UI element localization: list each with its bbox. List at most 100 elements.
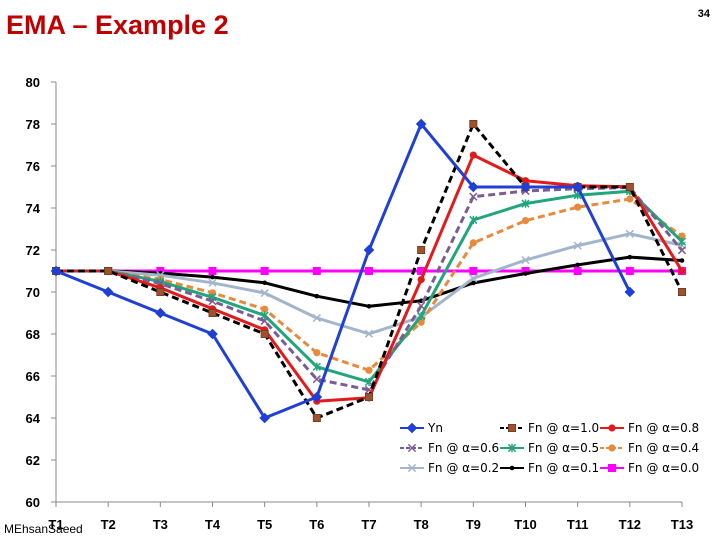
data-point (312, 413, 321, 422)
x-tick-label: T5 (257, 517, 272, 532)
y-tick-label: 64 (26, 411, 41, 426)
legend-label: Fn @ α=0.2 (428, 461, 499, 475)
legend-label: Yn (427, 421, 443, 435)
y-tick-label: 68 (26, 327, 40, 342)
legend-marker (608, 463, 617, 472)
legend-marker (608, 444, 616, 452)
legend-label: Fn @ α=0.1 (528, 461, 599, 475)
legend-marker (407, 443, 417, 453)
x-tick-label: T7 (361, 517, 376, 532)
data-point (417, 276, 425, 284)
data-point (417, 245, 426, 254)
data-point (155, 307, 166, 319)
data-point (471, 280, 476, 286)
series-line (56, 189, 684, 384)
legend-label: Fn @ α=0.5 (528, 441, 599, 455)
data-point (208, 278, 217, 287)
page-number: 34 (697, 8, 710, 20)
legend-marker (406, 422, 418, 434)
x-tick-label: T3 (153, 517, 168, 532)
legend-marker (608, 424, 616, 432)
data-point (574, 203, 582, 211)
data-point (677, 237, 687, 246)
data-point (363, 244, 375, 256)
data-point (575, 262, 580, 268)
data-point (311, 391, 323, 403)
data-point (207, 328, 218, 340)
data-point (678, 267, 686, 275)
data-point (364, 329, 374, 338)
legend-item: Fn @ α=0.1 (500, 461, 599, 475)
data-point (677, 246, 687, 255)
data-point (312, 313, 321, 323)
data-point (210, 274, 215, 280)
data-point (523, 271, 528, 276)
y-tick-label: 74 (26, 201, 41, 216)
series-0 (50, 118, 636, 424)
data-point (625, 266, 634, 275)
data-point (521, 255, 530, 265)
legend-marker (509, 465, 515, 471)
x-tick-label: T9 (466, 517, 481, 532)
data-point (366, 303, 372, 309)
data-point (364, 266, 373, 275)
data-point (50, 265, 62, 277)
y-tick-label: 72 (26, 243, 40, 258)
data-point (469, 266, 478, 275)
data-point (260, 329, 269, 338)
data-point (469, 215, 478, 225)
y-tick-label: 78 (26, 117, 40, 132)
data-point (625, 229, 634, 238)
legend-marker (507, 443, 517, 453)
legend-marker (407, 463, 417, 473)
y-tick-label: 66 (26, 369, 40, 384)
legend-item: Yn (400, 421, 443, 435)
data-point (102, 286, 114, 298)
data-point (521, 217, 530, 225)
data-point (260, 266, 269, 275)
data-point (260, 288, 269, 298)
data-point (573, 241, 582, 250)
data-point (156, 287, 165, 296)
legend-item: Fn @ α=0.5 (500, 441, 599, 455)
legend-item: Fn @ α=0.0 (600, 461, 699, 475)
data-point (469, 192, 478, 201)
legend-label: Fn @ α=0.8 (628, 421, 699, 435)
data-point (469, 239, 477, 247)
y-tick-label: 76 (26, 159, 40, 174)
x-tick-label: T8 (414, 517, 429, 532)
data-point (262, 280, 267, 286)
chart-series (50, 118, 687, 424)
data-point (312, 362, 321, 371)
data-point (364, 392, 373, 401)
data-point (573, 266, 582, 275)
legend-label: Fn @ α=0.4 (628, 441, 699, 455)
x-tick-label: T6 (309, 517, 324, 532)
data-point (208, 308, 217, 317)
data-point (208, 266, 217, 275)
legend-item: Fn @ α=1.0 (500, 421, 599, 435)
y-tick-label: 80 (26, 75, 40, 90)
data-point (678, 287, 687, 296)
data-point (520, 181, 531, 193)
x-tick-label: T13 (671, 517, 693, 532)
data-point (624, 286, 636, 298)
data-point (469, 151, 477, 159)
x-tick-label: T4 (205, 517, 221, 532)
legend-label: Fn @ α=0.0 (628, 461, 699, 475)
legend-item: Fn @ α=0.6 (400, 441, 499, 455)
x-tick-label: T11 (567, 517, 589, 532)
data-point (521, 177, 530, 185)
data-point (625, 182, 634, 191)
data-point (469, 120, 478, 129)
legend-label: Fn @ α=1.0 (528, 421, 599, 435)
series-line (56, 186, 684, 392)
legend-label: Fn @ α=0.6 (428, 441, 499, 455)
x-tick-label: T2 (101, 517, 116, 532)
chart-axes: 60 62 64 66 68 70 72 74 76 78 80 T1 T2 T3 T4 T5 T6 T7 T8 T9… (26, 75, 694, 532)
data-point (260, 316, 269, 326)
data-point (312, 375, 321, 384)
data-point (469, 274, 478, 283)
data-point (626, 195, 634, 203)
